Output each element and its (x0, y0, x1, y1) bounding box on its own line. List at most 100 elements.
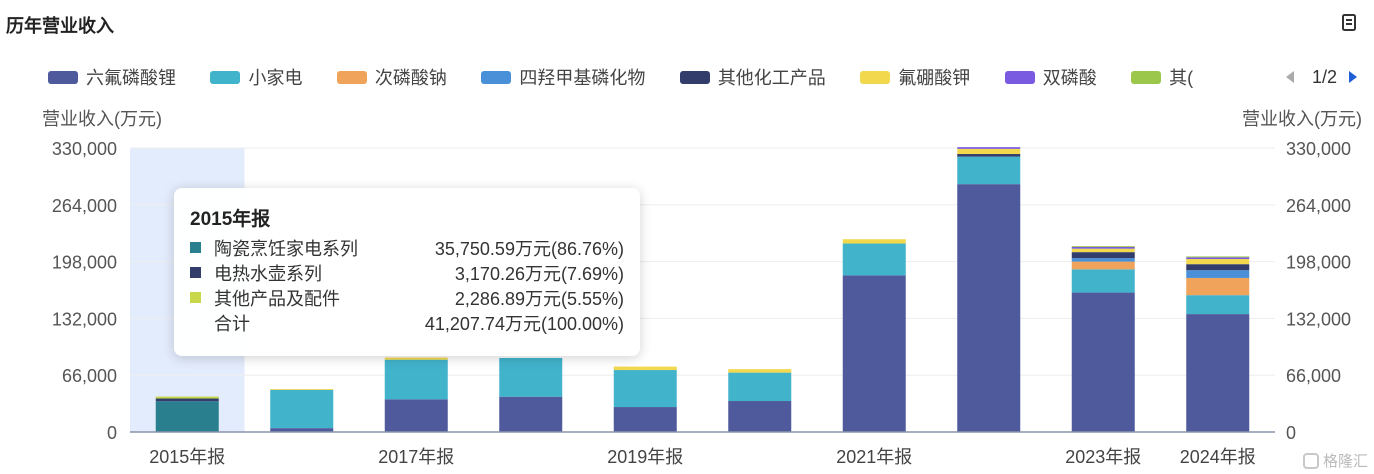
legend-item[interactable]: 其他化工产品 (679, 64, 826, 90)
bar-segment (728, 369, 792, 373)
tooltip-total-row: 合计 41,207.74万元(100.00%) (190, 310, 624, 335)
bar-segment (1071, 246, 1135, 249)
legend-swatch (1131, 70, 1162, 84)
bar-segment (957, 148, 1021, 155)
tooltip-row-value: 2,286.89万元(5.55%) (454, 288, 624, 309)
bar-segment (613, 370, 677, 408)
legend-label: 其( (1169, 68, 1194, 88)
bar-segment (1071, 261, 1135, 270)
bar-segment (1186, 256, 1250, 258)
y-tick-label-right: 132,000 (1286, 309, 1351, 329)
legend-label: 其他化工产品 (717, 68, 826, 88)
bar-segment (1186, 314, 1250, 432)
bar-segment (1186, 264, 1250, 271)
legend-swatch (481, 70, 512, 84)
legend-label: 氟硼酸钾 (898, 68, 971, 88)
bar-segment (270, 428, 334, 432)
legend-swatch (210, 70, 241, 84)
legend-label: 双磷酸 (1042, 68, 1097, 88)
legend-item[interactable]: 四羟甲基磷化物 (481, 64, 645, 90)
bar-segment (384, 357, 448, 360)
legend-pager: 1/2 (1286, 64, 1358, 90)
tooltip-row-name: 其他产品及配件 (214, 288, 340, 309)
tooltip-total-name: 合计 (214, 313, 250, 334)
bar-segment (499, 357, 563, 397)
legend-item[interactable]: 次磷酸钠 (336, 64, 447, 90)
tooltip-row-name: 电热水壶系列 (214, 263, 322, 284)
pager-text: 1/2 (1312, 66, 1338, 87)
legend-swatch (679, 70, 710, 84)
legend-label: 次磷酸钠 (374, 68, 447, 88)
chevron-left-icon[interactable] (1286, 71, 1294, 83)
bar-segment (957, 147, 1021, 149)
legend-item[interactable]: 氟硼酸钾 (860, 64, 970, 90)
bar-segment (155, 401, 219, 432)
y-tick-label-left: 66,000 (62, 366, 117, 386)
bar-segment (155, 396, 219, 399)
legend-swatch (860, 70, 891, 84)
tooltip-title: 2015年报 (190, 209, 271, 230)
legend-swatch (336, 70, 367, 84)
bar-segment (384, 359, 448, 400)
legend-item[interactable]: 其( (1131, 64, 1193, 90)
x-tick-label: 2021年报 (836, 447, 912, 467)
bar-segment (613, 366, 677, 371)
bar-segment (499, 396, 563, 432)
bar-segment (1186, 270, 1250, 278)
x-tick-label: 2019年报 (607, 447, 683, 467)
y-tick-label-left: 330,000 (52, 139, 117, 159)
bar-segment (1071, 248, 1135, 253)
y-tick-label-left: 264,000 (52, 196, 117, 216)
bar-segment (1071, 269, 1135, 293)
tooltip-swatch (190, 267, 201, 278)
y-tick-label-right: 198,000 (1286, 253, 1351, 273)
x-tick-label: 2017年报 (378, 447, 454, 467)
tooltip-swatch (190, 292, 201, 303)
tooltip-row: 电热水壶系列 3,170.26万元(7.69%) (190, 260, 624, 285)
bar-segment (728, 401, 792, 432)
chart-legend: 六氟磷酸锂 小家电 次磷酸钠 四羟甲基磷化物 其他化工产品 氟硼酸钾 双磷酸 其… (48, 64, 1282, 90)
tooltip-row: 陶瓷烹饪家电系列 35,750.59万元(86.76%) (190, 235, 624, 260)
bar-segment (1186, 257, 1250, 260)
bar-segment (1071, 246, 1135, 247)
y-tick-label-left: 132,000 (52, 309, 117, 329)
bar-segment (842, 239, 906, 244)
bar-segment (842, 275, 906, 432)
chart-tooltip: 2015年报 陶瓷烹饪家电系列 35,750.59万元(86.76%) 电热水壶… (174, 188, 640, 356)
x-tick-label: 2023年报 (1065, 447, 1141, 467)
document-icon[interactable] (1340, 13, 1360, 33)
legend-label: 四羟甲基磷化物 (519, 68, 646, 88)
tooltip-row-value: 35,750.59万元(86.76%) (434, 238, 624, 259)
tooltip-swatch (190, 242, 201, 253)
bar-segment (1186, 259, 1250, 265)
legend-item[interactable]: 双磷酸 (1004, 64, 1097, 90)
legend-swatch (48, 70, 78, 84)
bar-segment (957, 156, 1021, 185)
bar-segment (728, 372, 792, 402)
tooltip-spacer (190, 317, 201, 328)
legend-swatch (1004, 70, 1035, 84)
y-tick-label-left: 198,000 (52, 253, 117, 273)
legend-label: 六氟磷酸锂 (86, 68, 176, 88)
x-tick-label: 2024年报 (1180, 447, 1256, 467)
legend-item[interactable]: 小家电 (210, 64, 302, 90)
bar-segment (842, 243, 906, 276)
legend-item[interactable]: 六氟磷酸锂 (48, 64, 176, 90)
y-tick-label-right: 264,000 (1286, 196, 1351, 216)
y-tick-label-right: 0 (1286, 423, 1296, 443)
chevron-right-icon[interactable] (1349, 71, 1358, 83)
y-tick-label-left: 0 (107, 423, 117, 443)
bar-segment (384, 399, 448, 432)
bar-segment (1071, 292, 1135, 432)
bar-segment (270, 389, 334, 429)
bar-segment (957, 184, 1021, 432)
bar-segment (957, 154, 1021, 157)
watermark: 格隆汇 (1302, 450, 1368, 471)
x-tick-label: 2015年报 (149, 447, 225, 467)
y-axis-right-name: 营业收入(万元) (1242, 109, 1362, 129)
bar-segment (1186, 277, 1250, 296)
watermark-logo-icon (1302, 452, 1319, 469)
watermark-text: 格隆汇 (1322, 453, 1368, 470)
page-title: 历年营业收入 (6, 16, 114, 36)
bar-segment (1186, 295, 1250, 315)
